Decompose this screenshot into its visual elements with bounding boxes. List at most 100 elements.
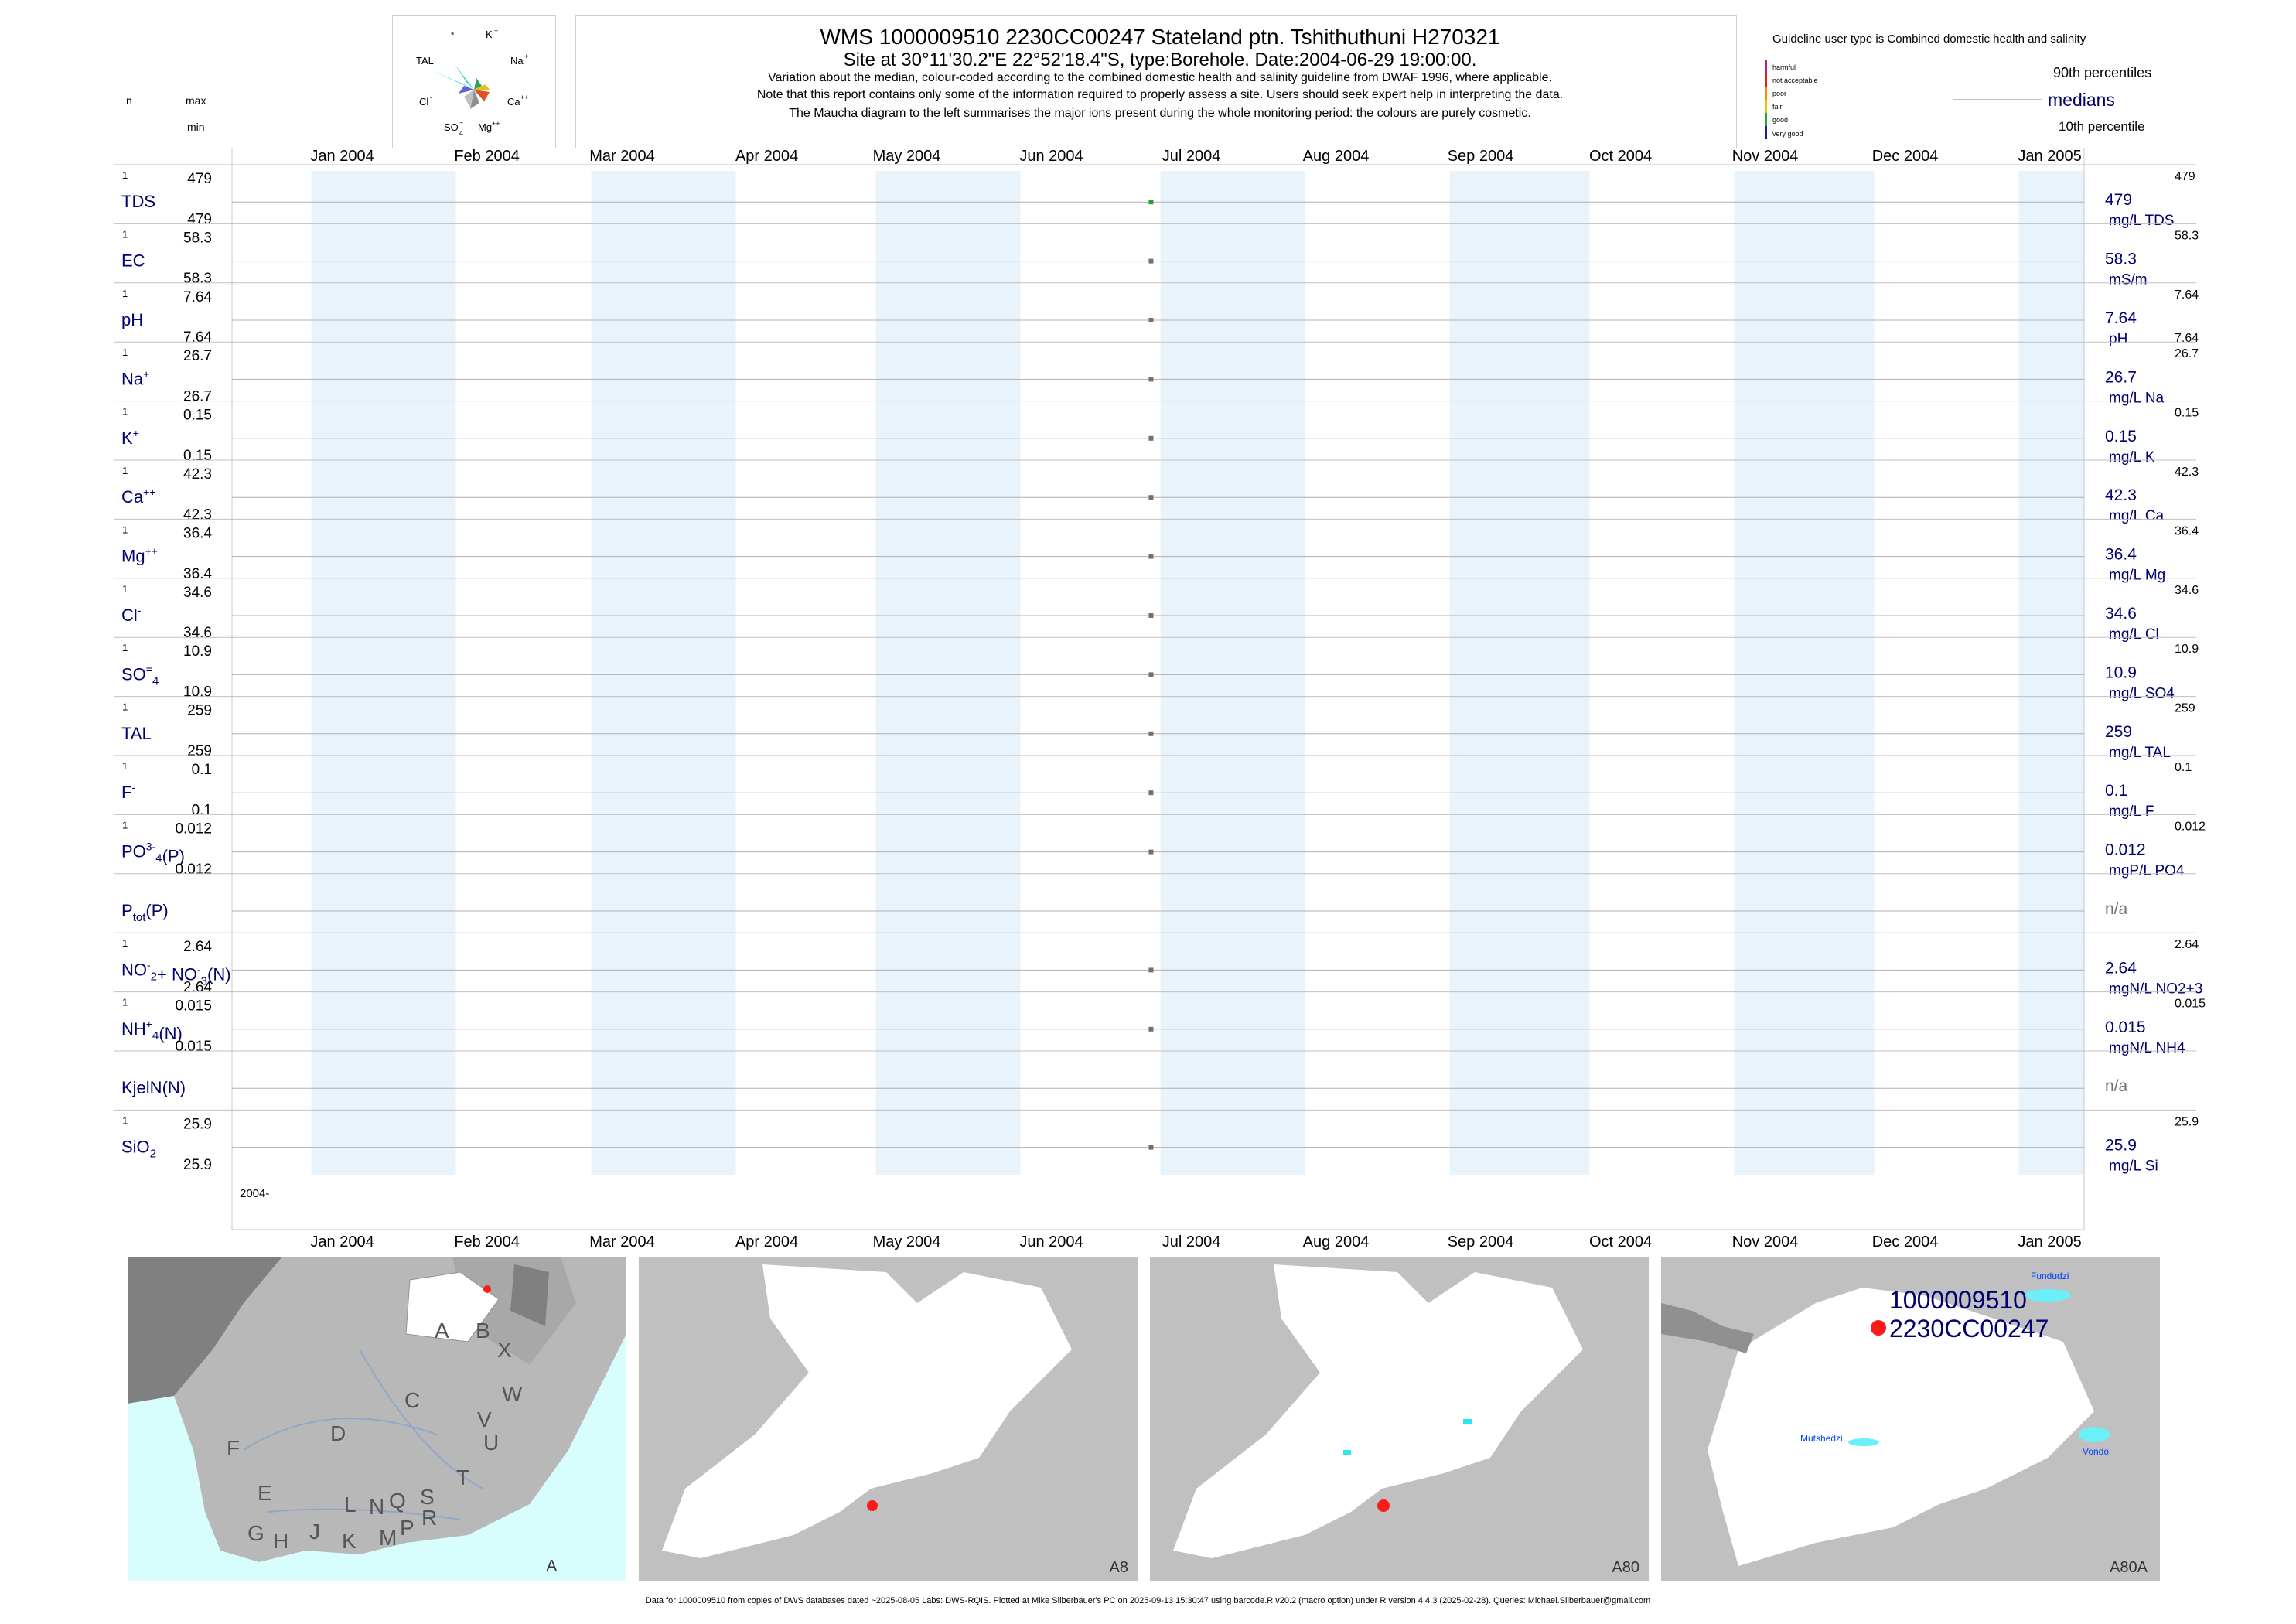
legend-class-fair: fair	[1772, 103, 1783, 111]
month-tick-top: Jun 2004	[1019, 148, 1083, 165]
data-point	[1148, 731, 1154, 736]
map-site-code: 2230CC00247	[1889, 1315, 2049, 1343]
month-tick-bottom: Jun 2004	[1019, 1233, 1083, 1250]
month-tick-top: Aug 2004	[1303, 148, 1370, 165]
maucha-diagram-box: * K + TAL Na + Cl - Ca ++ SO = 4 Mg ++	[392, 15, 556, 148]
row-n: 1	[122, 937, 128, 949]
row-median-value: 0.012	[2105, 841, 2146, 859]
maucha-na: Na	[510, 55, 524, 67]
col-header-min: min	[187, 121, 205, 133]
variable-label: PO3-4(P)	[121, 841, 185, 866]
map-site-id: 1000009510	[1889, 1286, 2027, 1314]
data-point	[1148, 377, 1154, 382]
row-n: 1	[122, 228, 128, 240]
variable-label: K+	[121, 427, 139, 448]
row-max: 58.3	[183, 230, 212, 246]
row-n: 1	[122, 701, 128, 713]
map-south-africa: A A B X C W D V U F T E L N Q S R G H J …	[128, 1257, 626, 1581]
barcode-chart: TDS 1 479 479 479 mg/L TDS 479 EC 1 58.3 58.3 58.3 m…	[114, 148, 2206, 1250]
variable-label: Na+	[121, 367, 149, 388]
row-min: 0.15	[183, 448, 212, 464]
map-region-p: P	[400, 1516, 415, 1540]
svg-text:-: -	[430, 94, 432, 101]
row-p90: 7.64	[2175, 288, 2199, 302]
variable-label: TAL	[121, 724, 152, 743]
row-n: 1	[122, 288, 128, 299]
row-median-value: 7.64	[2105, 309, 2137, 327]
maucha-tal: TAL	[416, 55, 434, 67]
maucha-ca: Ca	[507, 96, 520, 107]
data-point	[1148, 1145, 1154, 1150]
chart-note-2: Note that this report contains only some…	[756, 88, 1564, 101]
chart-note-1: Variation about the median, colour-coded…	[768, 71, 1552, 84]
row-median-value: 10.9	[2105, 664, 2137, 681]
row-max: 0.1	[192, 762, 212, 778]
legend-median-line	[1953, 99, 2042, 100]
map-dam-fundudzi: Fundudzi	[2031, 1271, 2069, 1281]
maucha-so4: SO	[444, 121, 459, 133]
maucha-star: *	[451, 31, 455, 40]
row-min: 58.3	[183, 271, 212, 287]
row-median-value: 2.64	[2105, 959, 2137, 977]
row-max: 0.012	[175, 821, 212, 837]
svg-text:=: =	[459, 120, 463, 128]
row-min: 25.9	[183, 1157, 212, 1173]
data-point	[1148, 258, 1154, 264]
row-p90: 259	[2175, 702, 2195, 715]
col-header-max: max	[186, 94, 206, 107]
data-point	[1148, 849, 1154, 855]
variable-label: NO-2+ NO-3(N)	[121, 958, 231, 988]
row-unit: pH	[2109, 331, 2127, 347]
legend-class-harmful: harmful	[1772, 63, 1796, 71]
month-tick-bottom: Feb 2004	[454, 1233, 520, 1250]
map-a8-shape	[662, 1264, 1072, 1558]
row-unit: mg/L TDS	[2109, 213, 2174, 229]
map-region-n: N	[369, 1495, 385, 1519]
row-median-value: 479	[2105, 191, 2132, 209]
data-point	[1148, 613, 1154, 618]
row-median-value: 42.3	[2105, 486, 2137, 504]
map-region-r: R	[421, 1506, 438, 1530]
row-p90: 479	[2175, 170, 2195, 183]
data-point	[1148, 435, 1154, 441]
variable-label: Ca++	[121, 486, 155, 507]
svg-text:4: 4	[459, 129, 463, 137]
map-dam-vondo: Vondo	[2083, 1446, 2110, 1457]
variable-label: Cl-	[121, 604, 142, 625]
row-p90: 0.012	[2175, 820, 2206, 833]
map-region-e: E	[258, 1481, 272, 1505]
map-region-q: Q	[389, 1489, 406, 1513]
month-tick-bottom: Apr 2004	[735, 1233, 798, 1250]
map-region-m: M	[379, 1526, 397, 1550]
map-a80a-shape	[1661, 1288, 2110, 1566]
month-tick-bottom: Jan 2005	[2018, 1233, 2081, 1250]
maucha-k: K	[486, 29, 493, 40]
month-tick-bottom: Jul 2004	[1162, 1233, 1221, 1250]
row-n: 1	[122, 346, 128, 358]
map-a80a: 1000009510 2230CC00247 Fundudzi Mutshedz…	[1661, 1257, 2160, 1581]
data-point	[1148, 790, 1154, 796]
map-region-h: H	[273, 1529, 289, 1553]
row-p90: 0.15	[2175, 407, 2199, 420]
map-region-f: F	[227, 1436, 241, 1460]
variable-label: NH+4(N)	[121, 1018, 183, 1043]
svg-text:++: ++	[492, 120, 500, 128]
row-max: 479	[187, 171, 212, 187]
row-p90: 2.64	[2175, 938, 2199, 951]
chart-subtitle: Site at 30°11'30.2"E 22°52'18.4"S, type:…	[843, 49, 1477, 70]
month-tick-bottom: Nov 2004	[1732, 1233, 1799, 1250]
row-min: 34.6	[183, 625, 212, 641]
map-a80: A80	[1150, 1257, 1649, 1581]
data-point	[1148, 554, 1154, 559]
map-region-d: D	[330, 1421, 346, 1445]
data-point	[1148, 1026, 1154, 1032]
row-median-value: 58.3	[2105, 251, 2137, 268]
map-region-u: U	[483, 1431, 500, 1455]
legend-class-not-acceptable: not acceptable	[1772, 77, 1818, 84]
row-median-value: 36.4	[2105, 546, 2137, 564]
map-region-b: B	[476, 1319, 490, 1343]
row-p90: 34.6	[2175, 584, 2199, 597]
row-min: 0.015	[175, 1039, 212, 1055]
row-min: 36.4	[183, 566, 212, 582]
row-median-value: n/a	[2105, 900, 2128, 918]
